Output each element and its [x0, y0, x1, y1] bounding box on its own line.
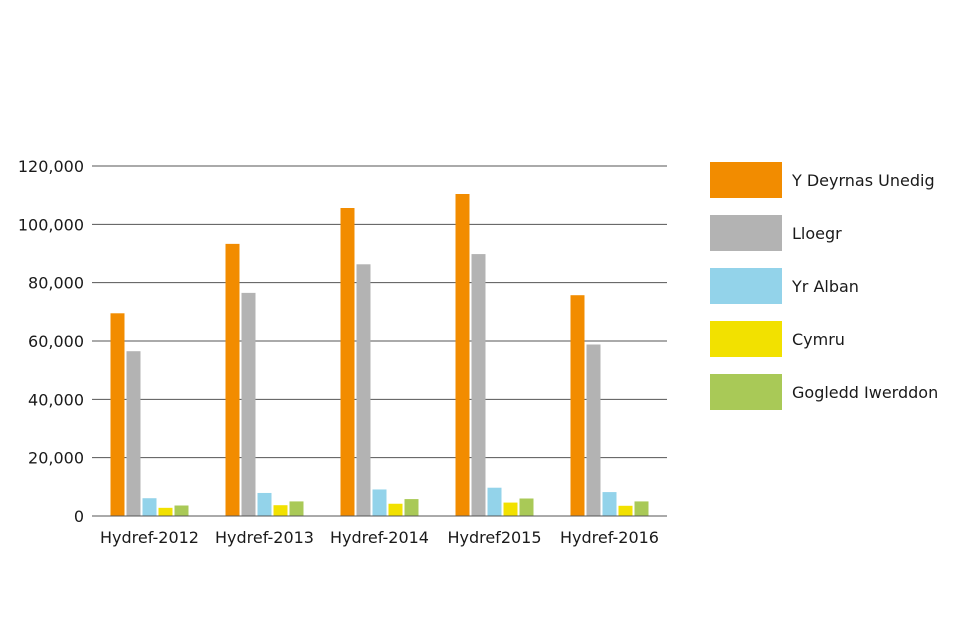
bar-yr-alban-3: [487, 487, 502, 516]
legend-swatch: [710, 215, 782, 251]
bar-gogledd-iwerddon-2: [404, 499, 419, 516]
bar-cymru-0: [158, 507, 173, 516]
legend-swatch: [710, 374, 782, 410]
x-tick-label: Hydref-2012: [100, 528, 199, 547]
legend-swatch: [710, 268, 782, 304]
bar-yr-alban-4: [602, 492, 617, 516]
bar-gogledd-iwerddon-0: [174, 505, 189, 516]
x-tick-label: Hydref-2016: [560, 528, 659, 547]
bar-y-deyrnas-unedig-1: [225, 243, 240, 516]
bar-cymru-1: [273, 505, 288, 516]
bar-lloegr-2: [356, 264, 371, 516]
x-tick-label: Hydref2015: [447, 528, 541, 547]
bar-gogledd-iwerddon-4: [634, 501, 649, 516]
x-tick-label: Hydref-2013: [215, 528, 314, 547]
legend-swatch: [710, 321, 782, 357]
y-tick-label: 100,000: [18, 215, 84, 234]
legend: Y Deyrnas Unedig Lloegr Yr Alban Cymru Gogle…: [710, 162, 938, 410]
bar-gogledd-iwerddon-3: [519, 498, 534, 516]
x-tick-label: Hydref-2014: [330, 528, 429, 547]
legend-label: Gogledd Iwerddon: [792, 383, 938, 402]
bar-cymru-4: [618, 505, 633, 516]
legend-label: Yr Alban: [791, 277, 859, 296]
bar-y-deyrnas-unedig-4: [570, 295, 585, 516]
bar-gogledd-iwerddon-1: [289, 501, 304, 516]
y-tick-label: 20,000: [28, 449, 84, 468]
y-tick-label: 40,000: [28, 390, 84, 409]
bar-y-deyrnas-unedig-3: [455, 194, 470, 516]
bar-lloegr-3: [471, 254, 486, 517]
bar-lloegr-1: [241, 292, 256, 516]
x-axis-labels: Hydref-2012 Hydref-2013 Hydref-2014 Hydref2…: [100, 528, 659, 547]
y-axis-ticks: 0 20,000 40,000 60,000 80,000 100,000 120,000: [18, 157, 84, 526]
y-tick-label: 0: [74, 507, 84, 526]
bar-cymru-3: [503, 502, 518, 516]
y-tick-label: 80,000: [28, 274, 84, 293]
bar-lloegr-0: [126, 351, 141, 516]
bars: [110, 194, 649, 517]
bar-yr-alban-1: [257, 492, 272, 516]
bar-lloegr-4: [586, 344, 601, 516]
bar-y-deyrnas-unedig-0: [110, 313, 125, 516]
bar-yr-alban-0: [142, 498, 157, 516]
legend-label: Lloegr: [792, 224, 842, 243]
bar-yr-alban-2: [372, 489, 387, 516]
legend-label: Y Deyrnas Unedig: [791, 171, 935, 190]
bar-cymru-2: [388, 503, 403, 516]
bar-y-deyrnas-unedig-2: [340, 208, 355, 516]
y-tick-label: 60,000: [28, 332, 84, 351]
y-tick-label: 120,000: [18, 157, 84, 176]
legend-swatch: [710, 162, 782, 198]
legend-label: Cymru: [792, 330, 845, 349]
